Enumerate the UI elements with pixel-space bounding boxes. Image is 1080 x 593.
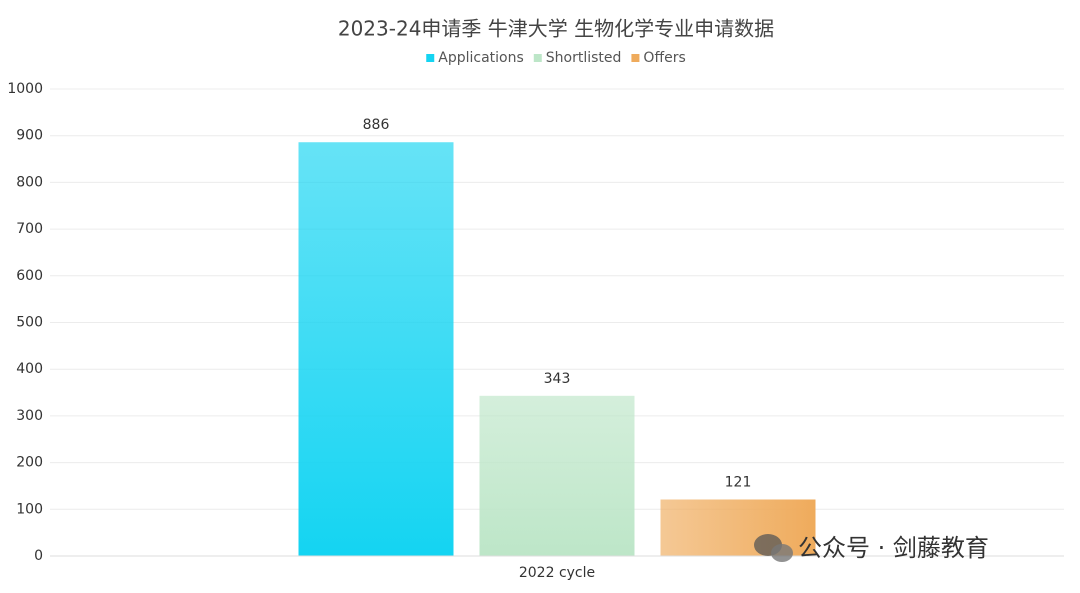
y-tick-label: 200: [16, 455, 43, 471]
footer-text: 公众号 · 剑藤教育: [798, 534, 989, 562]
y-tick-label: 400: [16, 361, 43, 377]
y-tick-label: 1000: [7, 81, 43, 97]
y-tick-label: 300: [16, 408, 43, 424]
y-tick-label: 800: [16, 174, 43, 190]
value-label: 343: [544, 371, 571, 387]
x-tick-label: 2022 cycle: [519, 565, 595, 581]
footer-logo: [754, 534, 793, 562]
y-tick-label: 700: [16, 221, 43, 237]
value-label: 886: [363, 117, 390, 133]
y-tick-label: 100: [16, 501, 43, 517]
y-tick-label: 0: [34, 548, 43, 564]
legend-swatch: [533, 54, 542, 62]
chart-title: 2023-24申请季 牛津大学 生物化学专业申请数据: [338, 17, 774, 41]
y-tick-label: 600: [16, 268, 43, 284]
bar: [479, 395, 635, 556]
value-label: 121: [725, 474, 752, 490]
legend-label: Shortlisted: [546, 50, 622, 66]
bar: [298, 142, 454, 556]
y-tick-label: 900: [16, 128, 43, 144]
legend-swatch: [631, 54, 640, 62]
legend-label: Applications: [438, 50, 524, 66]
legend-swatch: [426, 54, 435, 62]
legend: Applications Shortlisted Offers: [426, 50, 686, 66]
bar: [660, 499, 816, 556]
y-tick-label: 500: [16, 315, 43, 331]
legend-label: Offers: [643, 50, 685, 66]
